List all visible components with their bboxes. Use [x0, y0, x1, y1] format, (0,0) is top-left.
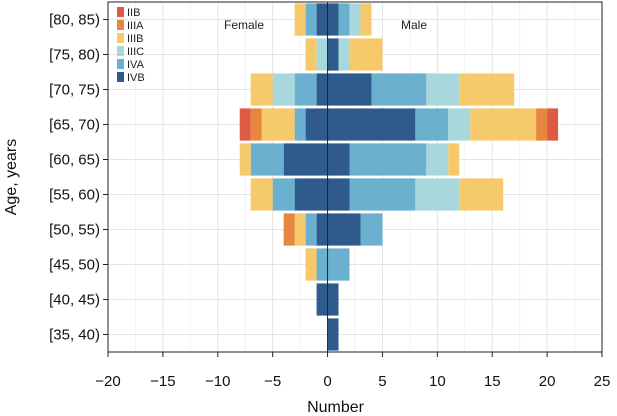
bar-female-iva [294, 73, 317, 106]
legend-label-iib: IIB [127, 7, 140, 19]
bar-male-iiib [470, 108, 537, 141]
bar-female-iiib [305, 38, 317, 71]
bar-male-iiib [459, 178, 504, 211]
bar-male-iiib [360, 3, 372, 36]
bar-female-ivb [294, 178, 328, 211]
bar-male-iiia [536, 108, 548, 141]
bar-female-ivb [316, 213, 328, 246]
bar-female-ivb [305, 108, 328, 141]
bar-female-iib [239, 108, 251, 141]
bar-segments [239, 3, 559, 351]
y-tick-label: [45, 50) [49, 257, 100, 274]
bar-male-iva [371, 73, 427, 106]
bar-male-iiic [338, 38, 350, 71]
legend-label-iiia: IIIA [127, 20, 144, 32]
x-tick-label: −5 [264, 373, 281, 390]
x-tick-label: −20 [95, 373, 120, 390]
bar-female-iiib [294, 213, 306, 246]
legend-swatch-iiia [117, 20, 124, 30]
bar-female-iiic [316, 38, 328, 71]
male-side-label: Male [401, 18, 427, 32]
x-tick-label: 0 [323, 373, 331, 390]
y-tick-label: [70, 75) [49, 82, 100, 99]
bar-male-ivb [327, 143, 350, 176]
bar-male-iiic [426, 143, 449, 176]
bar-male-ivb [327, 108, 416, 141]
bar-male-iva [349, 178, 416, 211]
female-side-label: Female [224, 18, 264, 32]
y-tick-label: [60, 65) [49, 152, 100, 169]
bar-male-iva [415, 108, 449, 141]
y-axis-title: Age, years [3, 139, 20, 215]
bar-female-ivb [316, 283, 328, 316]
bar-male-iiib [448, 143, 460, 176]
legend-label-ivb: IVB [127, 72, 145, 84]
bar-male-ivb [327, 283, 339, 316]
bar-female-iva [294, 108, 306, 141]
y-tick-label: [75, 80) [49, 47, 100, 64]
bar-female-iva [316, 248, 328, 281]
bar-male-iva [349, 143, 427, 176]
bar-male-iiib [459, 73, 515, 106]
y-tick-label: [50, 55) [49, 222, 100, 239]
y-axis-ticks: [80, 85) [75, 80) [70, 75) [65, 70) [60, 65)… [49, 12, 108, 344]
legend-swatch-iiib [117, 33, 124, 43]
legend-label-iva: IVA [127, 59, 145, 71]
bar-female-iiib [261, 108, 295, 141]
x-axis-title: Number [307, 399, 365, 416]
bar-female-ivb [316, 3, 328, 36]
legend-swatch-ivb [117, 72, 124, 82]
bar-female-iiib [250, 178, 273, 211]
bar-male-iiic [448, 108, 471, 141]
bar-female-iiib [239, 143, 251, 176]
legend-swatch-iiic [117, 46, 124, 56]
bar-male-iib [547, 108, 559, 141]
bar-male-ivb [327, 178, 350, 211]
y-tick-label: [80, 85) [49, 12, 100, 29]
bar-female-iiib [250, 73, 273, 106]
bar-female-iva [272, 178, 295, 211]
bar-female-iiia [250, 108, 262, 141]
bar-male-ivb [327, 318, 339, 351]
bar-female-ivb [316, 73, 328, 106]
bar-male-ivb [327, 73, 372, 106]
bar-male-iva [327, 248, 350, 281]
bar-male-ivb [327, 213, 361, 246]
y-tick-label: [65, 70) [49, 117, 100, 134]
x-tick-label: −15 [150, 373, 175, 390]
bar-male-ivb [327, 3, 339, 36]
bar-male-ivb [327, 38, 339, 71]
bar-male-iiic [426, 73, 460, 106]
bar-female-iiia [283, 213, 295, 246]
legend-swatch-iva [117, 59, 124, 69]
plot-frame [107, 1, 603, 353]
bar-male-iiic [415, 178, 460, 211]
x-tick-label: 10 [429, 373, 446, 390]
bar-male-iiib [349, 38, 383, 71]
y-tick-label: [40, 45) [49, 292, 100, 309]
legend-label-iiic: IIIC [127, 46, 144, 58]
x-tick-label: −10 [205, 373, 230, 390]
bar-female-iiic [272, 73, 295, 106]
bar-female-iva [305, 213, 317, 246]
x-tick-label: 20 [539, 373, 556, 390]
bar-male-iiic [349, 3, 361, 36]
bar-female-iva [250, 143, 284, 176]
y-tick-label: [55, 60) [49, 187, 100, 204]
x-tick-label: 5 [378, 373, 386, 390]
y-tick-label: [35, 40) [49, 327, 100, 344]
legend-swatch-iib [117, 7, 124, 17]
bar-male-iva [360, 213, 383, 246]
legend-label-iiib: IIIB [127, 33, 144, 45]
bar-female-iiib [294, 3, 306, 36]
bar-female-iva [305, 3, 317, 36]
x-tick-label: 25 [594, 373, 611, 390]
bar-male-iva [338, 3, 350, 36]
bar-female-iiib [305, 248, 317, 281]
bar-female-ivb [283, 143, 328, 176]
x-axis-ticks: −20 −15 −10 −5 0 5 10 15 20 25 [95, 352, 610, 390]
x-tick-label: 15 [484, 373, 501, 390]
